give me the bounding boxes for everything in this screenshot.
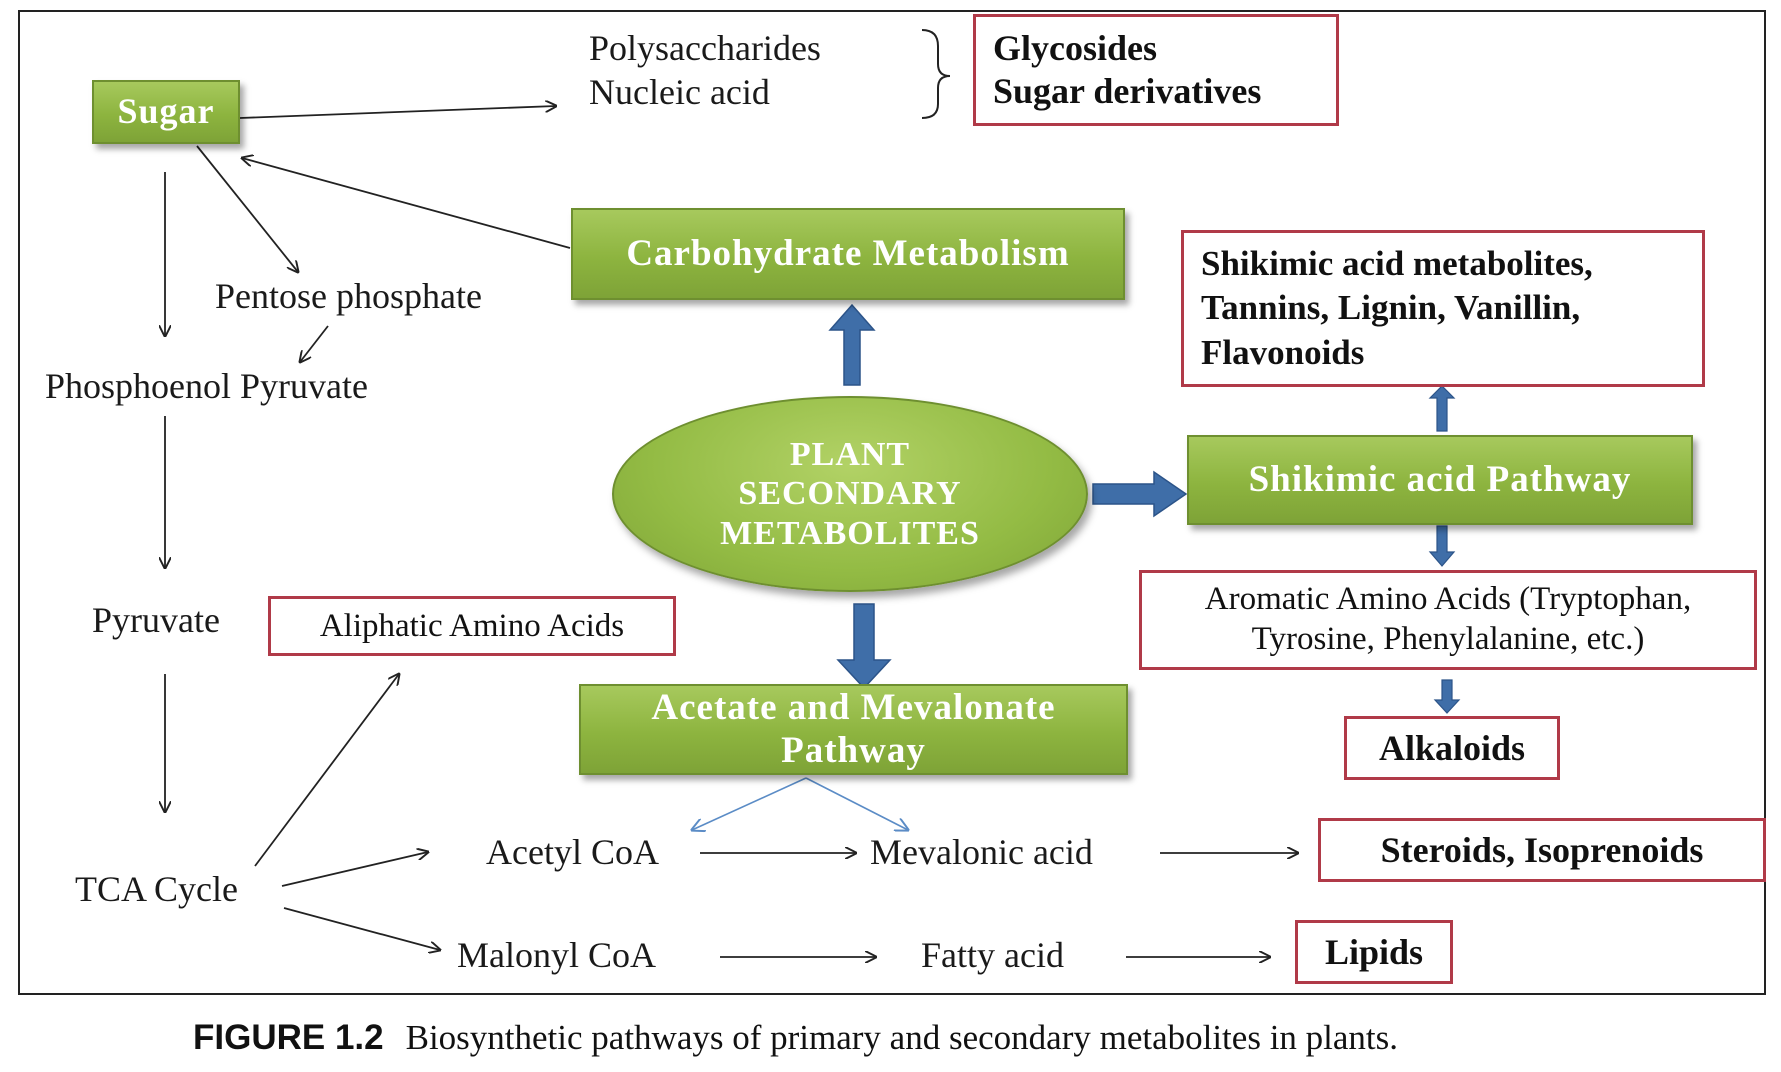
acetate-mevalonate-box: Acetate and Mevalonate Pathway	[579, 684, 1128, 775]
label-pentose-phosphate: Pentose phosphate	[215, 276, 482, 316]
acetate-line2: Pathway	[781, 729, 926, 771]
arrow-sugar-to-pentose	[196, 145, 298, 272]
lipids-box: Lipids	[1295, 920, 1453, 984]
center-line1: PLANT	[789, 435, 911, 473]
arrow-sugar-to-polysaccharides	[239, 106, 556, 119]
glycosides-line1: Glycosides	[993, 27, 1158, 68]
curly-brace	[921, 29, 951, 119]
label-acetyl-coa: Acetyl CoA	[486, 832, 659, 872]
figure-caption: FIGURE 1.2 Biosynthetic pathways of prima…	[193, 1018, 1398, 1058]
shikimic-pathway-box: Shikimic acid Pathway	[1187, 435, 1693, 525]
carbohydrate-metabolism-box: Carbohydrate Metabolism	[571, 208, 1125, 300]
center-line2: SECONDARY	[738, 475, 962, 513]
label-nucleic-acid: Nucleic acid	[589, 72, 770, 112]
label-mevalonic-acid: Mevalonic acid	[870, 832, 1093, 872]
block-arrow-down-to-alkaloids	[1433, 679, 1461, 714]
arrow-pentose-to-pep	[300, 325, 329, 362]
center-line3: METABOLITES	[720, 514, 980, 552]
sugar-box: Sugar	[92, 80, 240, 144]
shikimic-metabolites-line1: Shikimic acid metabolites,	[1201, 244, 1593, 284]
aromatic-amino-acids-box: Aromatic Amino Acids (Tryptophan, Tyrosi…	[1139, 570, 1757, 670]
label-fatty-acid: Fatty acid	[921, 935, 1064, 975]
label-malonyl-coa: Malonyl CoA	[457, 935, 657, 975]
aliphatic-amino-acids-box: Aliphatic Amino Acids	[268, 596, 676, 656]
arrow-tca-to-acetyl	[281, 852, 428, 887]
plant-secondary-metabolites-ellipse: PLANT SECONDARY METABOLITES	[612, 396, 1088, 592]
label-polysaccharides: Polysaccharides	[589, 28, 821, 68]
figure-number: FIGURE 1.2	[193, 1018, 384, 1057]
glycosides-line2: Sugar derivatives	[993, 71, 1262, 111]
arrow-acetate-to-acetyl	[692, 777, 807, 830]
steroids-isoprenoids-box: Steroids, Isoprenoids	[1318, 818, 1766, 882]
block-arrow-up-to-carbohydrate	[828, 303, 876, 386]
block-arrow-up-to-shikimic-metabolites	[1428, 385, 1456, 432]
alkaloids-box: Alkaloids	[1344, 716, 1560, 780]
aromatic-line2: Tyrosine, Phenylalanine, etc.)	[1251, 621, 1645, 657]
block-arrow-down-to-acetate	[836, 603, 892, 690]
figure-frame	[18, 10, 1766, 995]
label-pyruvate: Pyruvate	[92, 600, 220, 640]
arrow-acetate-to-mevalonic	[805, 777, 908, 830]
block-arrow-right-to-shikimic	[1092, 470, 1188, 518]
caption-text: Biosynthetic pathways of primary and sec…	[405, 1018, 1399, 1057]
shikimic-metabolites-line2: Tannins, Lignin, Vanillin,	[1201, 288, 1581, 328]
arrow-carbohydrate-to-sugar	[242, 158, 571, 249]
shikimic-metabolites-box: Shikimic acid metabolites, Tannins, Lign…	[1181, 230, 1705, 387]
label-phosphoenol-pyruvate: Phosphoenol Pyruvate	[45, 366, 368, 406]
arrow-tca-to-aliphatic	[254, 674, 399, 867]
aromatic-line1: Aromatic Amino Acids (Tryptophan,	[1204, 581, 1692, 618]
arrow-tca-to-malonyl	[283, 907, 440, 950]
shikimic-metabolites-line3: Flavonoids	[1201, 332, 1365, 372]
acetate-line1: Acetate and Mevalonate	[651, 686, 1056, 728]
block-arrow-down-to-aromatic	[1428, 525, 1456, 567]
label-tca-cycle: TCA Cycle	[75, 869, 238, 909]
glycosides-box: Glycosides Sugar derivatives	[973, 14, 1339, 126]
